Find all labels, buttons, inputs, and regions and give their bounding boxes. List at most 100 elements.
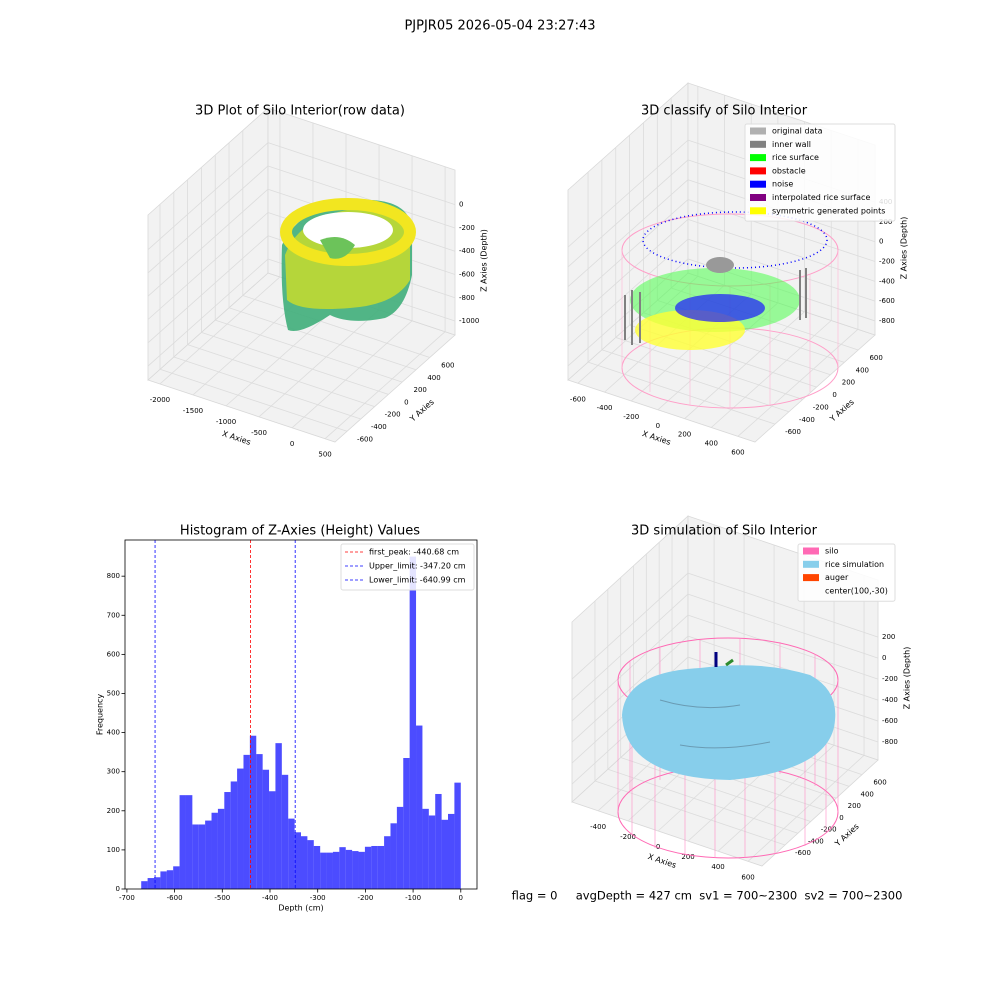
x-tick-label: -2000 xyxy=(150,396,170,404)
y-tick-label: 100 xyxy=(107,846,120,854)
x-tick-label: -100 xyxy=(405,894,421,902)
z-tick-label: -200 xyxy=(459,224,475,232)
x-tick-label: 0 xyxy=(656,422,660,430)
grid-line xyxy=(567,179,689,288)
y-axis-label: Frequency xyxy=(96,694,105,736)
y-tick-label: -400 xyxy=(808,837,824,845)
noise-points xyxy=(675,294,765,322)
x-tick-label: 0 xyxy=(290,440,294,448)
x-tick-label: -300 xyxy=(310,894,326,902)
grid-line xyxy=(615,337,803,400)
chart-title: 3D classify of Silo Interior xyxy=(641,104,808,119)
x-tick-label: -1500 xyxy=(183,407,203,415)
bar xyxy=(147,878,154,889)
x-tick-label: 0 xyxy=(656,843,660,851)
grid-line xyxy=(687,199,876,262)
bar xyxy=(390,823,397,889)
bar xyxy=(211,812,218,889)
y-tick-label: 0 xyxy=(404,398,408,406)
bar xyxy=(409,556,417,889)
grid-line xyxy=(258,309,380,418)
grid-line xyxy=(324,331,446,440)
grid-line xyxy=(747,755,865,862)
center xyxy=(725,658,734,667)
legend-box xyxy=(744,123,896,222)
legend-label: auger xyxy=(825,573,849,582)
bar xyxy=(153,877,161,889)
z-tick-label: 0 xyxy=(882,654,886,662)
bar xyxy=(307,840,314,889)
grid-line xyxy=(267,165,456,229)
bar xyxy=(179,795,186,889)
legend-swatch xyxy=(750,194,766,201)
legend-swatch xyxy=(750,180,766,188)
x-tick-label: -400 xyxy=(597,404,613,412)
grid-line xyxy=(687,238,876,302)
chart-title: 3D Plot of Silo Interior(row data) xyxy=(195,104,405,119)
grid-line xyxy=(567,139,689,248)
original-points xyxy=(706,257,734,273)
y-tick-label: 400 xyxy=(427,374,440,382)
bar xyxy=(320,852,327,889)
grid-line xyxy=(567,199,689,307)
x-tick-label: 200 xyxy=(681,853,694,861)
y-tick-label: 0 xyxy=(832,391,836,399)
z-axis-label: Z Axies (Depth) xyxy=(903,647,912,710)
bar xyxy=(428,815,436,889)
y-tick-label: 400 xyxy=(107,729,120,737)
bar xyxy=(198,824,206,889)
bar xyxy=(384,836,391,889)
z-tick-label: 200 xyxy=(879,218,892,226)
y-tick-label: -200 xyxy=(821,826,837,834)
y-tick-label: -400 xyxy=(799,416,815,424)
bar xyxy=(217,808,225,889)
x-tick-label: -200 xyxy=(357,894,373,902)
bar xyxy=(454,782,461,889)
grid-line xyxy=(567,159,689,268)
grid-line xyxy=(567,238,689,347)
bar xyxy=(185,795,193,889)
legend-label: center(100,-30) xyxy=(825,586,888,595)
x-tick-label: -500 xyxy=(251,429,267,437)
bar xyxy=(275,743,282,889)
y-tick-label: 600 xyxy=(107,650,120,658)
bar xyxy=(435,793,442,889)
bar xyxy=(448,813,455,889)
z-tick-label: -800 xyxy=(882,738,898,746)
legend-box xyxy=(340,543,475,591)
x-tick-label: 0 xyxy=(459,894,463,902)
bar xyxy=(313,845,321,889)
legend-label: original data xyxy=(772,127,823,136)
legend-label: inner wall xyxy=(772,140,811,149)
legend-label: Lower_limit: -640.99 cm xyxy=(369,576,466,585)
legend-box xyxy=(797,543,896,602)
z-tick-label: -400 xyxy=(879,277,895,285)
y-tick-label: 800 xyxy=(107,572,120,580)
x-tick-label: -1000 xyxy=(216,418,236,426)
bar xyxy=(256,754,263,889)
y-tick-label: 400 xyxy=(860,790,873,798)
y-tick-label: 600 xyxy=(869,354,882,362)
z-tick-label: 200 xyxy=(882,633,895,641)
legend-swatch xyxy=(750,127,766,135)
bar xyxy=(326,852,333,889)
bar xyxy=(396,806,404,889)
bar xyxy=(301,836,308,889)
z-axis-label: Z Axies (Depth) xyxy=(900,217,909,280)
z-tick-label: -600 xyxy=(879,297,895,305)
grid-line xyxy=(147,235,269,344)
bar xyxy=(160,871,167,889)
bar xyxy=(358,851,365,889)
legend-swatch xyxy=(803,560,819,568)
y-tick-label: 300 xyxy=(107,768,120,776)
z-tick-label: -600 xyxy=(459,270,475,278)
figure-title: PJPJR05 2026-05-04 23:27:43 xyxy=(404,19,595,34)
z-tick-label: -800 xyxy=(879,317,895,325)
rice-simulation xyxy=(622,665,836,780)
cloud-ring xyxy=(280,198,416,266)
point-clouds xyxy=(280,198,839,859)
legend-label: rice surface xyxy=(772,153,819,162)
bar xyxy=(237,768,244,889)
bar xyxy=(269,791,276,889)
z-tick-label: 0 xyxy=(879,238,883,246)
